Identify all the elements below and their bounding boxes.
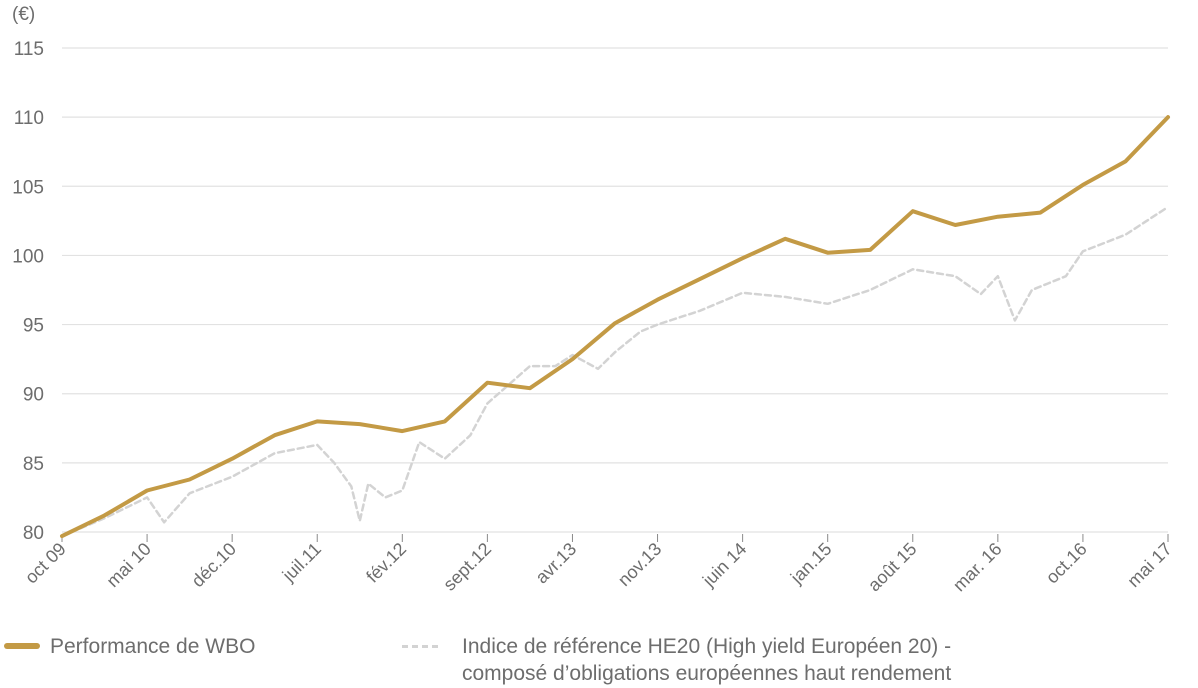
y-tick-label: 95 <box>23 316 44 337</box>
legend-label-benchmark-line2: composé d’obligations européennes haut r… <box>462 662 952 685</box>
x-tick-label: mai 10 <box>103 539 155 591</box>
legend-swatch-wbo <box>4 643 40 649</box>
y-tick-label: 85 <box>23 454 44 475</box>
series-line-wbo <box>60 115 1170 539</box>
x-axis-ticks: oct 09 mai 10 déc.10 juil.11 fév.12 sept.12 av… <box>21 534 1176 595</box>
y-tick-label: 100 <box>12 246 44 267</box>
x-tick-label: juil.11 <box>278 539 325 586</box>
y-tick-label: 110 <box>14 108 44 129</box>
x-tick-label: mar. 16 <box>949 539 1006 596</box>
x-tick-label: juin 14 <box>698 539 750 591</box>
x-tick-label: sept.12 <box>439 539 495 595</box>
gridlines <box>62 47 1168 533</box>
x-tick-label: avr.13 <box>531 539 580 588</box>
y-tick-label: 80 <box>23 523 44 544</box>
y-tick-label: 105 <box>12 177 44 198</box>
x-tick-label: nov.13 <box>614 539 665 590</box>
series-layer <box>60 115 1170 539</box>
y-axis-unit-label: (€) <box>12 4 35 25</box>
x-tick-label: août 15 <box>864 539 921 596</box>
x-tick-label: mai 17 <box>1123 539 1175 591</box>
legend-swatch-benchmark <box>402 645 438 648</box>
y-axis-ticks: 80 85 90 95 100 105 110 115 <box>12 39 44 544</box>
series-line-benchmark <box>60 205 1170 538</box>
x-tick-label: oct.16 <box>1042 539 1091 588</box>
x-tick-label: déc.10 <box>188 539 240 591</box>
x-tick-label: oct 09 <box>21 539 70 588</box>
y-tick-label: 115 <box>14 39 44 60</box>
x-tick-label: jan.15 <box>786 539 836 589</box>
y-tick-label: 90 <box>23 385 44 406</box>
x-tick-label: fév.12 <box>362 539 410 587</box>
legend-label-wbo: Performance de WBO <box>50 635 256 658</box>
legend-label-benchmark-line1: Indice de référence HE20 (High yield Eur… <box>462 635 952 658</box>
